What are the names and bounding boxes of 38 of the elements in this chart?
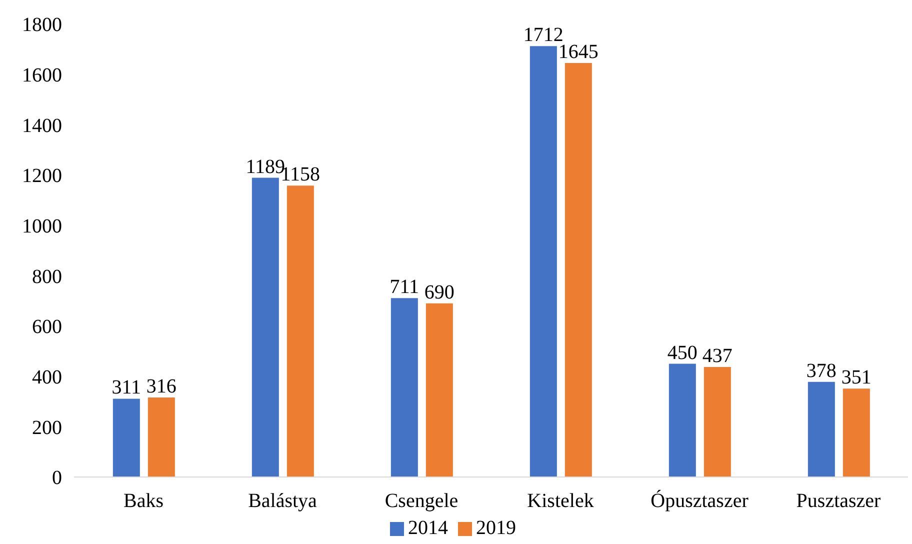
- legend-label: 2014: [408, 517, 448, 539]
- y-tick-label: 1000: [22, 215, 62, 238]
- bar: [252, 178, 279, 477]
- legend-label: 2019: [476, 517, 516, 539]
- bar: [426, 303, 453, 477]
- y-tick-label: 1200: [22, 165, 62, 188]
- data-label: 711: [390, 276, 420, 298]
- bar: [668, 364, 696, 477]
- y-tick-label: 600: [32, 316, 62, 338]
- x-tick-label: Pusztaszer: [796, 490, 882, 512]
- bar: [704, 367, 731, 477]
- y-tick-label: 200: [32, 416, 62, 439]
- y-tick-label: 0: [52, 467, 62, 490]
- data-label: 316: [146, 375, 176, 398]
- y-tick-label: 400: [32, 366, 62, 388]
- y-tick-label: 1800: [22, 14, 62, 36]
- x-tick-label: Kistelek: [527, 490, 594, 512]
- x-tick-label: Balástya: [248, 490, 318, 512]
- x-tick-label: Csengele: [384, 490, 458, 512]
- data-label: 378: [806, 360, 836, 382]
- data-label: 311: [112, 376, 142, 399]
- bar: [112, 398, 140, 477]
- bar: [530, 46, 557, 477]
- bar: [842, 388, 870, 477]
- y-tick-label: 800: [32, 266, 62, 288]
- y-tick-label: 1400: [22, 114, 62, 137]
- data-label: 450: [667, 342, 698, 364]
- y-tick-label: 1600: [22, 64, 62, 86]
- x-tick-label: Baks: [124, 490, 164, 512]
- x-tick-label: Ópusztaszer: [650, 489, 749, 512]
- data-label: 351: [841, 366, 872, 389]
- bar: [390, 298, 418, 477]
- bar: [148, 397, 175, 477]
- bar: [808, 382, 835, 477]
- bar: [286, 186, 314, 477]
- data-label: 437: [702, 345, 732, 368]
- bar: [564, 63, 592, 477]
- data-label: 690: [424, 281, 454, 304]
